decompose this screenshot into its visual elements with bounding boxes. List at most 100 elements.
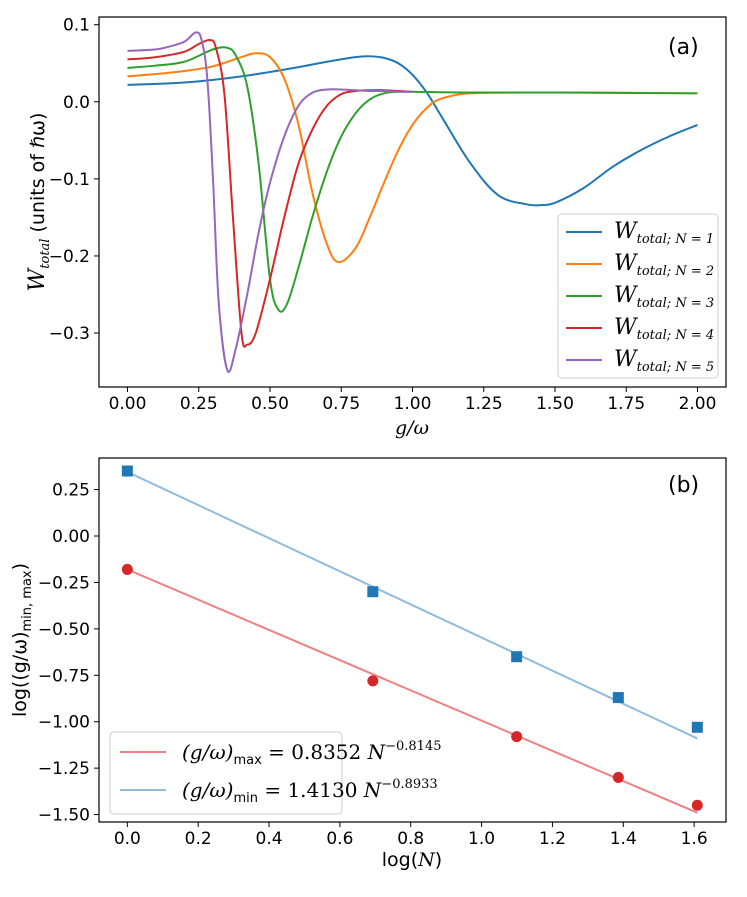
legend-prefix: (g/ω) — [182, 740, 233, 764]
legend-label-w: W — [614, 251, 639, 276]
legend-n: N — [363, 778, 383, 802]
plot-b-xlabel-n: N — [417, 849, 436, 871]
legend-label-sub: total; N = 3 — [637, 296, 715, 311]
legend-label-n2: Wtotal; N = 2 — [614, 251, 714, 279]
legend-label-w: W — [614, 219, 639, 244]
plot-b-xtick-label: 0.8 — [397, 829, 424, 849]
plot-a-ytick-label: 0.1 — [63, 16, 90, 36]
plot-b-points — [121, 465, 703, 811]
plot-b-xlabel: log(N) — [382, 849, 442, 871]
fit-line-max — [126, 568, 698, 814]
legend-exponent: −0.8933 — [381, 777, 437, 792]
point-min — [511, 651, 523, 663]
plot-b-legend-entries: (g/ω)max = 0.8352 N−0.8145(g/ω)min = 1.4… — [120, 739, 442, 806]
plot-a-ylabel-units: (units of ℏω) — [27, 113, 49, 239]
plot-a-xtick-label: 1.50 — [536, 394, 574, 414]
plot-b-ytick-label: −0.25 — [38, 573, 90, 593]
plot-a-legend — [557, 213, 719, 379]
plot-b-xtick-label: 1.4 — [610, 829, 637, 849]
plot-a-xlabel-g: g — [395, 417, 407, 439]
legend-value: = 0.8352 — [262, 740, 368, 764]
plot-b-xlabel-log: log( — [382, 849, 418, 871]
panel-b-label: (b) — [668, 473, 699, 498]
plot-b-fit-lines — [126, 471, 698, 814]
plot-a-xtick-label: 1.00 — [394, 394, 432, 414]
panel-b: 0.0 0.2 0.4 0.6 0.8 1.0 1.2 1.4 1.6 −1.50−1.25−1… — [9, 457, 727, 871]
legend-label-sub: total; N = 2 — [637, 264, 715, 279]
plot-b-frame — [98, 457, 727, 823]
legend-exponent: −0.8145 — [385, 739, 441, 754]
plot-a-ytick-label: −0.2 — [49, 247, 90, 267]
plot-b-yticks: −1.50 −1.25 −1.00 −0.75 −0.50 −0.25 0.00 0.25 — [38, 481, 99, 826]
plot-b-legend — [109, 731, 343, 815]
fit-line-min — [126, 471, 698, 740]
plot-b-ytick-label: −1.50 — [38, 806, 90, 826]
legend-label-min: (g/ω)min = 1.4130 N−0.8933 — [182, 777, 438, 806]
plot-b-ytick-label: 0.25 — [52, 481, 90, 501]
legend-label-n4: Wtotal; N = 4 — [614, 315, 714, 343]
plot-a-ylabel-w: W — [25, 266, 50, 291]
legend-label-n3: Wtotal; N = 3 — [614, 283, 714, 311]
point-max — [511, 731, 523, 743]
plot-a-xticks: 0.00 0.25 0.50 0.75 1.00 1.25 1.50 1.75 2.00 — [109, 387, 717, 414]
panel-a: 0.00 0.25 0.50 0.75 1.00 1.25 1.50 1.75 2.00 −0.… — [25, 16, 727, 439]
plot-b-ylabel-sub: min, max — [20, 570, 35, 631]
plot-a-xtick-label: 1.25 — [465, 394, 503, 414]
point-min — [612, 692, 624, 704]
point-min — [367, 586, 379, 598]
plot-a-series — [127, 31, 698, 373]
legend-label-sub: total; N = 1 — [637, 232, 715, 247]
legend-label-w: W — [614, 347, 639, 372]
plot-b-ylabel: log((g/ω)min, max) — [9, 563, 35, 717]
plot-a-xtick-label: 0.75 — [322, 394, 360, 414]
plot-a-ytick-label: 0.0 — [63, 93, 90, 113]
legend-label-w: W — [614, 315, 639, 340]
legend-label-sub: total; N = 4 — [637, 328, 715, 343]
point-max — [612, 771, 624, 783]
plot-b-ylabel-main: log((g/ω) — [9, 631, 31, 717]
series-line-n5 — [127, 31, 413, 373]
plot-a-xtick-label: 1.75 — [607, 394, 645, 414]
plot-b-xlabel-close: ) — [435, 849, 442, 871]
plot-b-ytick-label: −0.75 — [38, 666, 90, 686]
plot-b-xtick-label: 1.6 — [681, 829, 708, 849]
legend-label-w: W — [614, 283, 639, 308]
legend-label-max: (g/ω)max = 0.8352 N−0.8145 — [182, 739, 442, 768]
legend-label-n1: Wtotal; N = 1 — [614, 219, 714, 247]
plot-b-xtick-label: 0.4 — [256, 829, 283, 849]
legend-sub: min — [233, 791, 258, 806]
plot-a-xlabel: g/ω — [395, 417, 429, 439]
plot-a-xtick-label: 0.00 — [109, 394, 147, 414]
panel-a-label: (a) — [668, 35, 699, 60]
point-min — [691, 721, 703, 733]
plot-a-xtick-label: 2.00 — [679, 394, 717, 414]
legend-prefix: (g/ω) — [182, 778, 233, 802]
plot-a-xlabel-omega: /ω — [405, 417, 429, 439]
plot-b-ytick-label: −0.50 — [38, 620, 90, 640]
legend-sub: max — [233, 753, 262, 768]
plot-a-xtick-label: 0.25 — [180, 394, 218, 414]
plot-b-xticks: 0.0 0.2 0.4 0.6 0.8 1.0 1.2 1.4 1.6 — [114, 822, 708, 849]
plot-b-ytick-label: −1.00 — [38, 713, 90, 733]
legend-value: = 1.4130 — [258, 778, 364, 802]
plot-a-ytick-label: −0.1 — [49, 170, 90, 190]
legend-n: N — [367, 740, 387, 764]
plot-b-ylabel-close: ) — [9, 563, 31, 570]
point-max — [367, 675, 379, 687]
plot-b-ytick-label: −1.25 — [38, 759, 90, 779]
plot-b-xtick-label: 1.2 — [539, 829, 566, 849]
plot-a-yticks: −0.3 −0.2 −0.1 0.0 0.1 — [49, 16, 99, 344]
plot-b-ytick-label: 0.00 — [52, 527, 90, 547]
series-line-n4 — [127, 39, 413, 348]
point-min — [121, 465, 133, 477]
plot-a-ytick-label: −0.3 — [49, 324, 90, 344]
plot-b-xtick-label: 1.0 — [468, 829, 495, 849]
plot-a-ylabel-sub: total — [38, 239, 53, 269]
plot-a-xtick-label: 0.50 — [251, 394, 289, 414]
legend-label-n5: Wtotal; N = 5 — [614, 347, 714, 375]
plot-b-xtick-label: 0.2 — [185, 829, 212, 849]
plot-b-xtick-label: 0.0 — [114, 829, 141, 849]
plot-b-xtick-label: 0.6 — [326, 829, 353, 849]
legend-label-sub: total; N = 5 — [637, 360, 715, 375]
